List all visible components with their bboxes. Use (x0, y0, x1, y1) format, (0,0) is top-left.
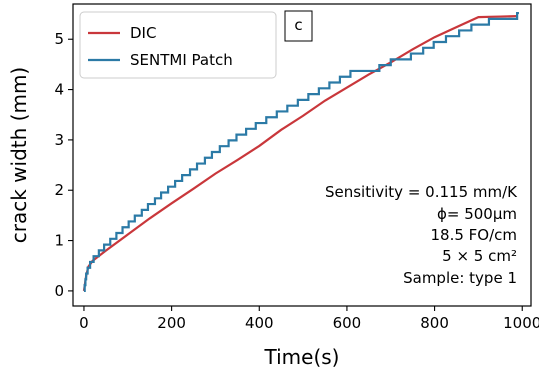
annotation-patch-size: 5 × 5 cm² (442, 247, 517, 265)
series-line-dic (82, 14, 518, 292)
y-tick-label: 0 (54, 282, 64, 300)
y-axis-label: crack width (mm) (7, 67, 31, 243)
annotation-block: Sensitivity = 0.115 mm/K ϕ= 500μm 18.5 F… (325, 183, 518, 287)
y-tick-label: 2 (54, 181, 64, 199)
panel-label: c (294, 16, 302, 34)
y-tick-label: 4 (54, 81, 64, 99)
legend: DIC SENTMI Patch (79, 11, 277, 79)
series-layer (82, 11, 519, 292)
panel-label-box: c (284, 10, 313, 42)
x-tick-label: 0 (79, 314, 89, 332)
annotation-sample-type: Sample: type 1 (403, 269, 517, 287)
y-axis: 0 1 2 3 4 5 (54, 30, 73, 300)
x-tick-label: 200 (157, 314, 186, 332)
legend-box (79, 11, 277, 79)
annotation-diameter: ϕ= 500μm (437, 205, 517, 223)
annotation-sensitivity: Sensitivity = 0.115 mm/K (325, 183, 518, 201)
annotation-fo-density: 18.5 FO/cm (430, 226, 517, 244)
panel-label-frame (284, 10, 313, 42)
series-line-sentmi-patch (83, 11, 519, 292)
x-tick-label: 800 (420, 314, 449, 332)
plot-frame (72, 3, 532, 307)
legend-label-dic: DIC (130, 24, 156, 42)
y-tick-label: 3 (54, 131, 64, 149)
x-axis-label: Time(s) (264, 345, 340, 369)
x-axis: 0 200 400 600 800 1000 (79, 306, 539, 332)
x-tick-label: 1000 (503, 314, 539, 332)
x-tick-label: 400 (245, 314, 274, 332)
y-tick-label: 5 (54, 30, 64, 48)
y-tick-label: 1 (54, 232, 64, 250)
legend-label-sentmi-patch: SENTMI Patch (130, 51, 233, 69)
x-tick-label: 600 (333, 314, 362, 332)
